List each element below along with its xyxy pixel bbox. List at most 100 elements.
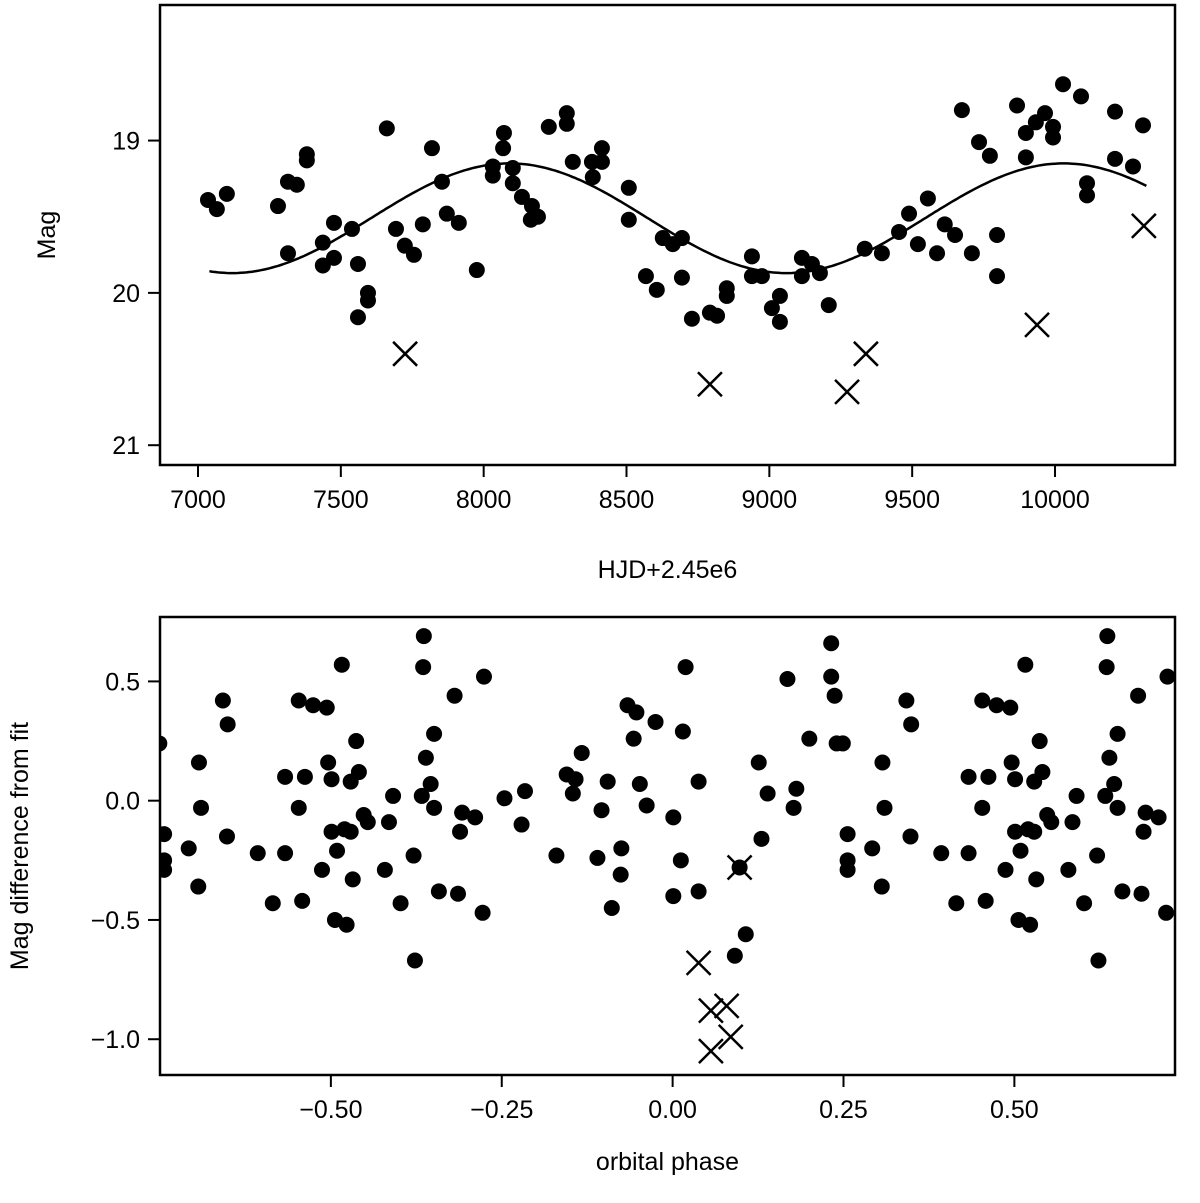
x-tick-label: 7500: [313, 486, 369, 514]
data-point: [298, 152, 315, 169]
data-point: [475, 668, 492, 685]
data-point: [864, 840, 881, 857]
data-point: [190, 754, 207, 771]
data-point: [323, 771, 340, 788]
data-point: [981, 147, 998, 164]
data-point: [160, 826, 173, 843]
data-point: [929, 245, 946, 262]
data-point: [1098, 659, 1115, 676]
outlier-marker: [1130, 212, 1157, 239]
data-point: [672, 852, 689, 869]
data-point: [277, 768, 294, 785]
data-point: [948, 895, 965, 912]
data-point: [392, 895, 409, 912]
data-point: [279, 245, 296, 262]
data-point: [193, 799, 210, 816]
y-tick-label: 0.0: [105, 788, 140, 816]
data-point: [856, 240, 873, 257]
data-point: [160, 735, 168, 752]
outlier-marker: [698, 1038, 724, 1065]
data-point: [190, 878, 207, 895]
x-axis-label: orbital phase: [596, 1148, 739, 1176]
data-point: [323, 823, 340, 840]
data-point: [839, 861, 856, 878]
data-point: [873, 878, 890, 895]
data-point: [1097, 787, 1114, 804]
data-point: [1007, 771, 1024, 788]
data-point: [495, 140, 512, 157]
data-point: [140, 635, 156, 651]
data-point: [249, 845, 266, 862]
data-point: [513, 816, 530, 833]
data-point: [468, 262, 485, 279]
data-point: [718, 287, 735, 304]
x-tick-label: 0.50: [990, 1096, 1039, 1124]
data-point: [665, 888, 682, 905]
x-tick-label: 10000: [1020, 486, 1090, 514]
data-point: [294, 892, 311, 909]
data-point: [450, 214, 467, 231]
x-tick-label: 7000: [170, 486, 226, 514]
y-tick-label: 19: [112, 128, 140, 156]
data-point: [750, 754, 767, 771]
data-point: [219, 716, 236, 733]
data-point: [903, 716, 920, 733]
data-point: [333, 656, 350, 673]
data-point: [1017, 656, 1034, 673]
outlier-marker: [392, 340, 418, 367]
data-point: [1031, 733, 1048, 750]
data-point: [1159, 668, 1175, 685]
data-point: [378, 120, 395, 137]
data-point: [1064, 814, 1081, 831]
data-point: [625, 730, 642, 747]
outlier-marker: [834, 379, 860, 405]
data-point: [290, 692, 307, 709]
data-point: [342, 823, 359, 840]
data-point: [743, 248, 760, 265]
data-point: [665, 809, 682, 826]
data-point: [763, 300, 780, 317]
data-point: [801, 730, 818, 747]
data-point: [1106, 775, 1123, 792]
data-point: [947, 227, 964, 243]
x-tick-label: −0.50: [299, 1096, 362, 1124]
data-point: [637, 268, 654, 285]
data-point: [1022, 916, 1039, 933]
data-point: [426, 725, 443, 742]
data-point: [613, 840, 630, 857]
data-point: [516, 783, 533, 800]
data-point: [612, 866, 629, 883]
outlier-marker: [853, 340, 879, 367]
x-tick-label: 8000: [456, 486, 512, 514]
data-point: [522, 211, 539, 228]
data-point: [446, 687, 463, 704]
data-point: [313, 861, 330, 878]
data-point: [314, 257, 331, 274]
data-point: [426, 799, 443, 816]
data-point: [620, 211, 637, 228]
outlier-marker: [726, 854, 753, 881]
data-point: [593, 802, 610, 819]
data-point: [997, 861, 1014, 878]
data-point: [690, 773, 707, 790]
y-axis-label: Mag difference from fit: [6, 722, 34, 970]
data-point: [214, 692, 231, 709]
phase-residual-panel: −0.50 −0.25 0.00 0.25 0.50 0.5 0.0 −0.5 −1.0 orbi…: [6, 615, 1177, 1176]
data-point: [989, 268, 1006, 285]
outlier-marker: [685, 950, 712, 976]
data-point: [350, 764, 367, 781]
data-point: [348, 733, 365, 750]
data-point: [1079, 175, 1096, 192]
data-point: [1150, 809, 1167, 826]
data-point: [1130, 687, 1147, 704]
data-point: [953, 102, 970, 119]
data-point: [771, 313, 788, 330]
data-point: [919, 190, 936, 207]
data-point: [305, 697, 322, 714]
data-point: [218, 185, 235, 202]
data-point: [414, 216, 431, 233]
data-point: [1026, 823, 1043, 840]
x-tick-label: 9000: [742, 486, 798, 514]
data-point: [980, 768, 997, 785]
data-point: [683, 310, 700, 327]
